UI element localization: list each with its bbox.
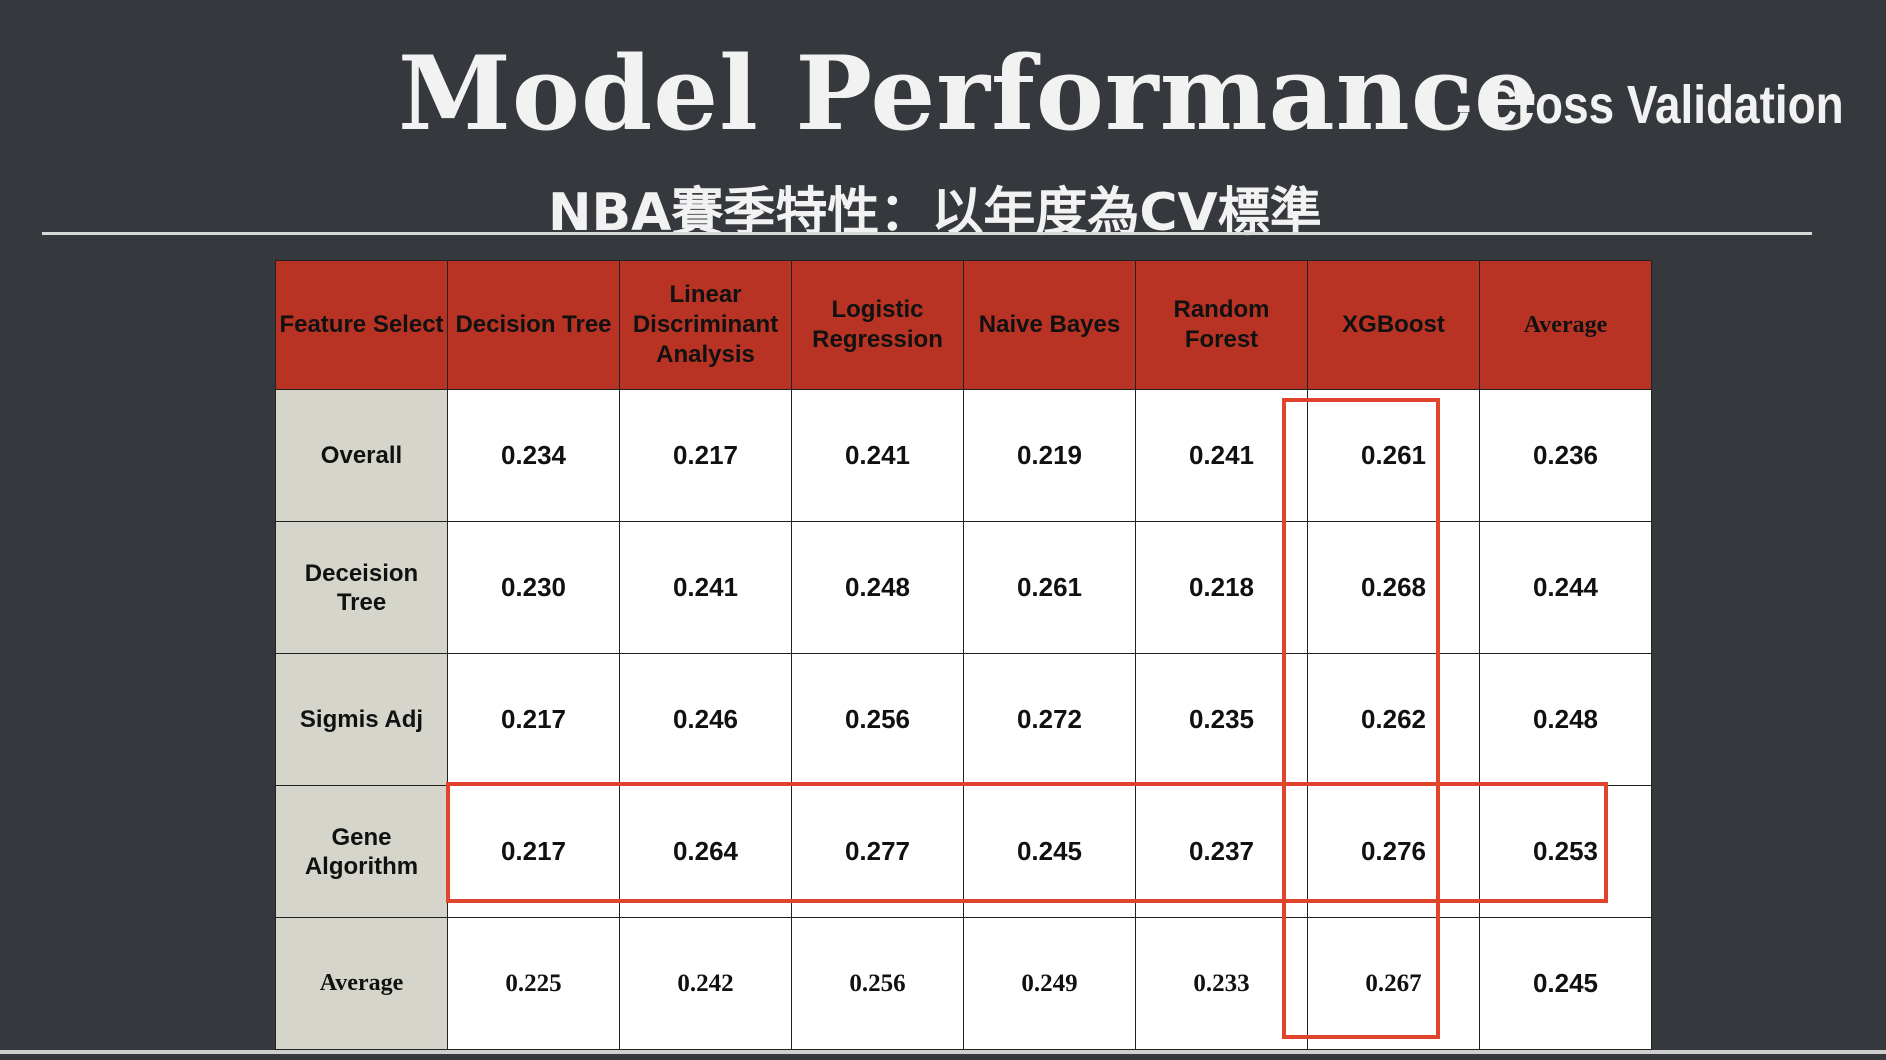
table-cell: 0.248 [791, 521, 964, 654]
table-cell: 0.256 [791, 653, 964, 786]
table-cell: 0.277 [791, 785, 964, 918]
table-row: Deceision Tree 0.230 0.241 0.248 0.261 0… [275, 521, 1652, 654]
table-cell: 0.233 [1135, 917, 1308, 1050]
table-cell: 0.219 [963, 389, 1136, 522]
table-cell: 0.242 [619, 917, 792, 1050]
table-cell: 0.225 [447, 917, 620, 1050]
table-row: Overall 0.234 0.217 0.241 0.219 0.241 0.… [275, 389, 1652, 522]
table-cell: 0.244 [1479, 521, 1652, 654]
row-header: Gene Algorithm [275, 785, 448, 918]
corner-header: Feature Select [275, 260, 448, 390]
column-header: Random Forest [1135, 260, 1308, 390]
table-row: Sigmis Adj 0.217 0.246 0.256 0.272 0.235… [275, 653, 1652, 786]
table-cell: 0.261 [1307, 389, 1480, 522]
table-cell: 0.253 [1479, 785, 1652, 918]
table-cell: 0.245 [1479, 917, 1652, 1050]
table-cell: 0.267 [1307, 917, 1480, 1050]
table-cell: 0.241 [619, 521, 792, 654]
table-cell: 0.268 [1307, 521, 1480, 654]
column-header-average: Average [1479, 260, 1652, 390]
table-cell: 0.230 [447, 521, 620, 654]
performance-table: Feature Select Decision Tree Linear Disc… [275, 260, 1652, 1050]
table-cell: 0.237 [1135, 785, 1308, 918]
table-cell: 0.262 [1307, 653, 1480, 786]
table-cell: 0.235 [1135, 653, 1308, 786]
table-cell: 0.217 [447, 785, 620, 918]
column-header: Linear Discriminant Analysis [619, 260, 792, 390]
table-cell: 0.261 [963, 521, 1136, 654]
title-divider [42, 232, 1812, 235]
column-header: Logistic Regression [791, 260, 964, 390]
row-header: Sigmis Adj [275, 653, 448, 786]
table-cell: 0.245 [963, 785, 1136, 918]
table-cell: 0.276 [1307, 785, 1480, 918]
table-cell: 0.264 [619, 785, 792, 918]
table-cell: 0.272 [963, 653, 1136, 786]
table-cell: 0.236 [1479, 389, 1652, 522]
table-row-average: Average 0.225 0.242 0.256 0.249 0.233 0.… [275, 917, 1652, 1050]
header-row: Feature Select Decision Tree Linear Disc… [275, 260, 1652, 390]
column-header: Naive Bayes [963, 260, 1136, 390]
table-cell: 0.241 [791, 389, 964, 522]
table-cell: 0.241 [1135, 389, 1308, 522]
bottom-divider [0, 1050, 1886, 1054]
table-cell: 0.246 [619, 653, 792, 786]
table-cell: 0.217 [619, 389, 792, 522]
table-cell: 0.218 [1135, 521, 1308, 654]
table-cell: 0.248 [1479, 653, 1652, 786]
table-row: Gene Algorithm 0.217 0.264 0.277 0.245 0… [275, 785, 1652, 918]
table-cell: 0.249 [963, 917, 1136, 1050]
table-cell: 0.217 [447, 653, 620, 786]
slide-title-suffix: - Cross Validation [1456, 75, 1844, 135]
slide-title: Model Performance [398, 34, 1540, 154]
column-header: XGBoost [1307, 260, 1480, 390]
column-header: Decision Tree [447, 260, 620, 390]
table-cell: 0.234 [447, 389, 620, 522]
row-header: Deceision Tree [275, 521, 448, 654]
row-header-average: Average [275, 917, 448, 1050]
row-header: Overall [275, 389, 448, 522]
table-cell: 0.256 [791, 917, 964, 1050]
